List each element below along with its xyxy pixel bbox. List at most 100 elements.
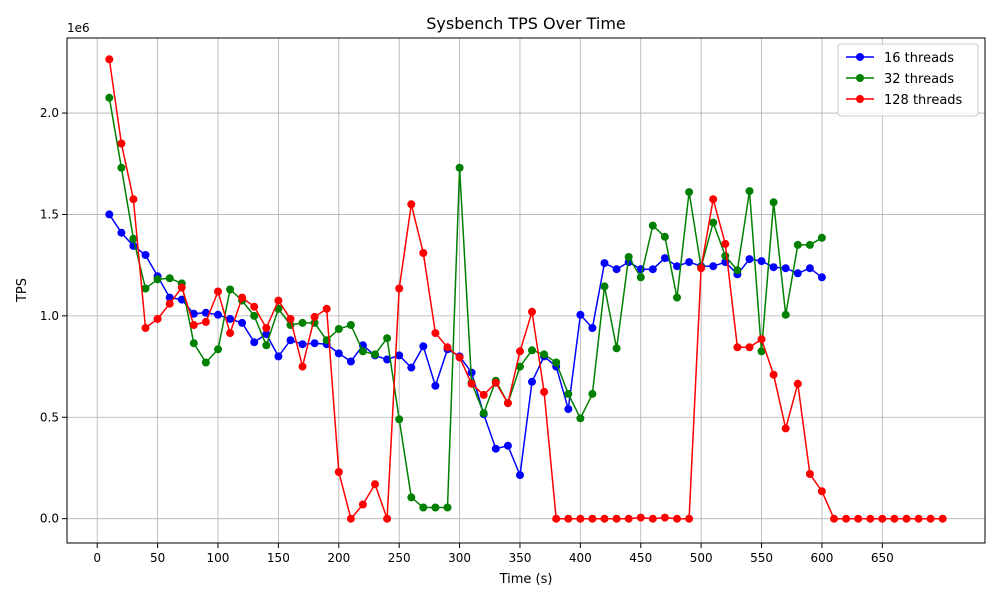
data-point <box>648 514 657 523</box>
data-point <box>201 358 210 367</box>
legend-label: 16 threads <box>884 51 954 66</box>
data-point <box>153 275 162 284</box>
data-point <box>141 251 150 259</box>
data-point <box>503 441 512 450</box>
data-point <box>564 389 573 398</box>
data-point <box>383 514 392 523</box>
data-point <box>105 93 114 102</box>
data-point <box>817 273 826 282</box>
data-point <box>455 163 464 172</box>
data-point <box>358 347 367 356</box>
data-point <box>624 514 633 523</box>
data-point <box>455 353 464 362</box>
data-point <box>805 470 814 478</box>
data-point <box>733 266 742 275</box>
data-point <box>141 284 150 293</box>
data-point <box>528 307 536 316</box>
legend-label: 32 threads <box>884 72 954 87</box>
x-tick-label: 400 <box>569 551 592 565</box>
data-point <box>709 218 718 227</box>
data-point <box>745 255 754 264</box>
data-point <box>105 210 114 219</box>
data-point <box>842 514 851 523</box>
data-point <box>443 503 452 512</box>
data-point <box>117 228 126 237</box>
data-point <box>660 254 669 263</box>
data-point <box>201 308 210 317</box>
data-point <box>419 503 428 512</box>
data-point <box>733 343 742 352</box>
legend-label: 128 threads <box>884 93 963 108</box>
series-line <box>108 59 943 521</box>
data-point <box>528 346 536 355</box>
data-point <box>588 324 597 332</box>
data-point <box>769 263 778 272</box>
data-point <box>443 343 452 352</box>
data-point <box>503 399 512 408</box>
data-point <box>516 471 524 480</box>
data-point <box>346 321 355 329</box>
x-tick-label: 50 <box>150 551 165 565</box>
data-point <box>479 409 488 418</box>
data-point <box>117 139 126 148</box>
data-point <box>817 487 826 496</box>
data-point <box>600 259 609 268</box>
data-point <box>298 362 307 371</box>
data-point <box>189 309 198 318</box>
data-point <box>902 514 911 523</box>
data-point <box>358 500 367 509</box>
x-tick-label: 200 <box>327 551 350 565</box>
data-point <box>371 480 379 489</box>
x-tick-label: 150 <box>267 551 290 565</box>
data-point <box>745 343 754 352</box>
data-point <box>334 468 343 476</box>
data-point <box>286 314 295 323</box>
data-point <box>781 424 790 433</box>
data-point <box>793 240 802 249</box>
data-point <box>286 336 295 345</box>
data-point <box>383 355 392 364</box>
data-point <box>805 264 814 273</box>
data-point <box>552 514 561 523</box>
data-point <box>177 283 186 292</box>
data-point <box>250 302 259 311</box>
data-point <box>721 252 730 260</box>
x-axis-ticks: 0 50 100 150 200 250 300 350 400 450 500 550 600 650 <box>93 543 894 565</box>
data-point <box>129 195 138 204</box>
data-point <box>721 239 730 248</box>
data-point <box>709 262 718 271</box>
data-point <box>914 514 923 523</box>
data-point <box>793 379 802 388</box>
data-point <box>612 344 621 353</box>
data-point <box>673 293 681 302</box>
data-point <box>419 249 428 257</box>
data-point <box>214 287 222 296</box>
x-tick-label: 450 <box>629 551 652 565</box>
data-point <box>576 310 585 319</box>
data-point <box>854 514 863 523</box>
data-point <box>346 357 355 366</box>
data-point <box>926 514 935 523</box>
data-point <box>769 370 778 379</box>
y-tick-label: 0.5 <box>40 410 59 424</box>
data-point <box>395 284 404 293</box>
data-point <box>793 269 802 278</box>
data-point <box>600 282 609 291</box>
data-point <box>540 350 549 359</box>
series-2 <box>105 55 947 523</box>
data-point <box>709 195 718 204</box>
x-tick-label: 600 <box>810 551 833 565</box>
x-tick-label: 300 <box>448 551 471 565</box>
data-point <box>528 377 536 386</box>
x-axis-title: Time (s) <box>499 572 553 587</box>
legend-marker <box>856 74 864 82</box>
y-axis-title: TPS <box>15 278 30 303</box>
data-point <box>612 514 621 523</box>
legend-marker <box>856 95 864 103</box>
data-point <box>407 200 416 209</box>
x-tick-label: 500 <box>690 551 713 565</box>
grid-lines <box>67 38 985 543</box>
data-point <box>757 347 766 356</box>
data-point <box>673 514 681 523</box>
